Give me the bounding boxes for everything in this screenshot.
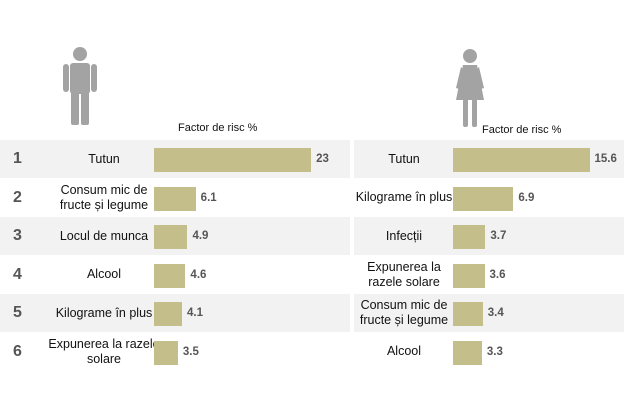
women-row: Consum mic de fructe și legume 3.4 — [354, 294, 624, 332]
men-value-label: 4.9 — [192, 230, 209, 242]
men-bar — [154, 148, 312, 172]
women-row: Alcool 3.3 — [354, 333, 624, 371]
men-row: 3 Locul de munca 4.9 — [0, 217, 350, 255]
men-category-label: Locul de munca — [59, 228, 149, 243]
men-bar — [154, 302, 183, 326]
women-risk-panel: Tutun 15.6 Kilograme în plus 6.9 Infecții 3.7… — [354, 140, 624, 372]
women-category-label: Infecții — [385, 228, 423, 243]
men-value-label: 3.5 — [182, 345, 199, 358]
man-icon — [63, 47, 97, 125]
men-rank: 1 — [13, 150, 22, 167]
men-row: 1 Tutun 23 — [0, 140, 350, 178]
men-rank: 6 — [13, 342, 22, 360]
women-bar — [453, 225, 486, 249]
men-value-label: 4.6 — [190, 268, 207, 281]
women-bar — [453, 148, 590, 172]
women-value-label: 3.6 — [489, 268, 506, 281]
women-bar — [453, 263, 485, 288]
men-category-label: Alcool — [86, 267, 122, 281]
women-category-label: Consum mic de fructe și legume — [359, 298, 449, 327]
men-row: 2 Consum mic de fructe și legume 6.1 — [0, 179, 350, 217]
chart-title-women: Factor de risc % — [482, 124, 562, 136]
chart-title-men: Factor de risc % — [178, 122, 258, 134]
women-row: Expunerea la razele solare 3.6 — [354, 256, 624, 294]
women-row: Tutun 15.6 — [354, 140, 624, 178]
men-category-label: Consum mic de fructe și legume — [59, 182, 149, 212]
men-row: 4 Alcool 4.6 — [0, 256, 350, 294]
men-bar — [154, 340, 178, 365]
men-rank: 4 — [13, 265, 22, 283]
women-row: Infecții 3.7 — [354, 217, 624, 255]
men-rank: 5 — [13, 304, 22, 321]
men-risk-panel: 1 Tutun 23 2 Consum mic de fructe și legume 6… — [0, 140, 350, 372]
women-bar — [453, 302, 483, 326]
men-bar — [154, 186, 196, 211]
men-category-label: Tutun — [88, 151, 120, 166]
men-value-label: 23 — [316, 153, 329, 165]
men-rank: 2 — [13, 188, 22, 206]
women-value-label: 3.3 — [486, 345, 503, 358]
men-row: 6 Expunerea la razele solare 3.5 — [0, 333, 350, 371]
men-category-label: Kilograme în plus — [55, 305, 153, 320]
women-row: Kilograme în plus 6.9 — [354, 179, 624, 217]
women-category-label: Kilograme în plus — [355, 190, 453, 204]
women-category-label: Alcool — [386, 344, 422, 358]
women-value-label: 3.4 — [487, 307, 504, 319]
women-category-label: Tutun — [388, 151, 420, 166]
men-rank: 3 — [13, 227, 22, 244]
men-value-label: 4.1 — [187, 307, 204, 319]
men-value-label: 6.1 — [200, 191, 217, 204]
women-category-label: Expunerea la razele solare — [367, 259, 441, 289]
men-row: 5 Kilograme în plus 4.1 — [0, 294, 350, 332]
men-category-label: Expunerea la razele solare — [48, 336, 160, 366]
women-bar — [453, 186, 514, 211]
men-bar — [154, 263, 186, 288]
women-value-label: 3.7 — [490, 230, 507, 242]
women-value-label: 6.9 — [518, 191, 535, 204]
woman-icon — [456, 49, 484, 127]
men-bar — [154, 225, 188, 249]
women-value-label: 15.6 — [594, 153, 617, 165]
women-bar — [453, 340, 482, 365]
